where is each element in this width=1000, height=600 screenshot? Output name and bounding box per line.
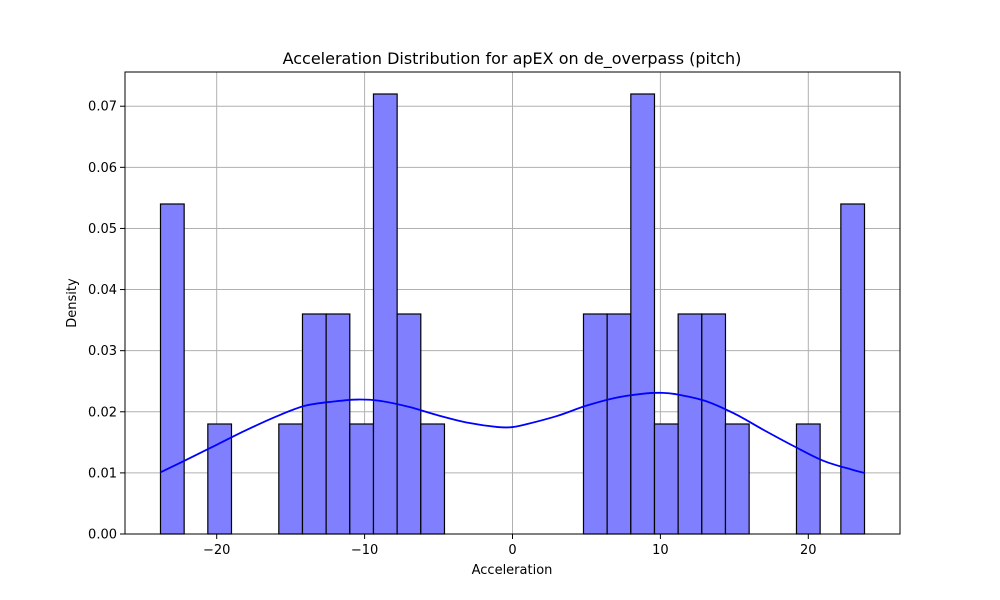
histogram-bar: [701, 313, 727, 535]
histogram-bar: [795, 423, 821, 535]
kde-curve-group: [160, 391, 865, 474]
x-tick-label: −10: [351, 543, 378, 558]
y-tick-label: 0.05: [88, 222, 117, 237]
histogram-bar: [677, 313, 703, 535]
x-tick-label: 20: [800, 543, 817, 558]
histogram-bars: [159, 93, 866, 535]
histogram-bar: [207, 423, 233, 535]
y-tick-label: 0.03: [88, 344, 117, 359]
histogram-bar: [724, 423, 750, 535]
y-tick-label: 0.07: [88, 100, 117, 115]
x-tick-label: 0: [508, 543, 516, 558]
histogram-bar: [653, 423, 679, 535]
grid: [125, 72, 900, 535]
histogram-bar: [582, 313, 608, 535]
x-tick-label: 10: [652, 543, 669, 558]
histogram-bar: [325, 313, 351, 535]
y-tick-label: 0.01: [88, 466, 117, 481]
y-tick-label: 0.00: [88, 528, 117, 543]
histogram-bar: [159, 203, 185, 535]
histogram-bar: [349, 423, 375, 535]
x-axis-label: Acceleration: [472, 563, 553, 578]
y-tick-label: 0.02: [88, 405, 117, 420]
histogram-bar: [840, 203, 866, 535]
histogram-bar: [301, 313, 327, 535]
y-tick-label: 0.06: [88, 161, 117, 176]
chart-title: Acceleration Distribution for apEX on de…: [283, 49, 742, 69]
histogram-bar: [420, 423, 446, 535]
histogram-bar: [606, 313, 632, 535]
y-axis-ticks: 0.00 0.01 0.02 0.03 0.04 0.05 0.06 0.07: [88, 100, 125, 543]
histogram-bar: [372, 93, 398, 535]
histogram-bar: [630, 93, 656, 535]
histogram-bar: [396, 313, 422, 535]
x-axis-ticks: −20 −10 0 10 20: [203, 534, 817, 558]
x-tick-label: −20: [203, 543, 230, 558]
histogram-bar: [278, 423, 304, 535]
kde-curve: [160, 391, 865, 474]
y-axis-label: Density: [65, 278, 80, 328]
y-tick-label: 0.04: [88, 283, 117, 298]
